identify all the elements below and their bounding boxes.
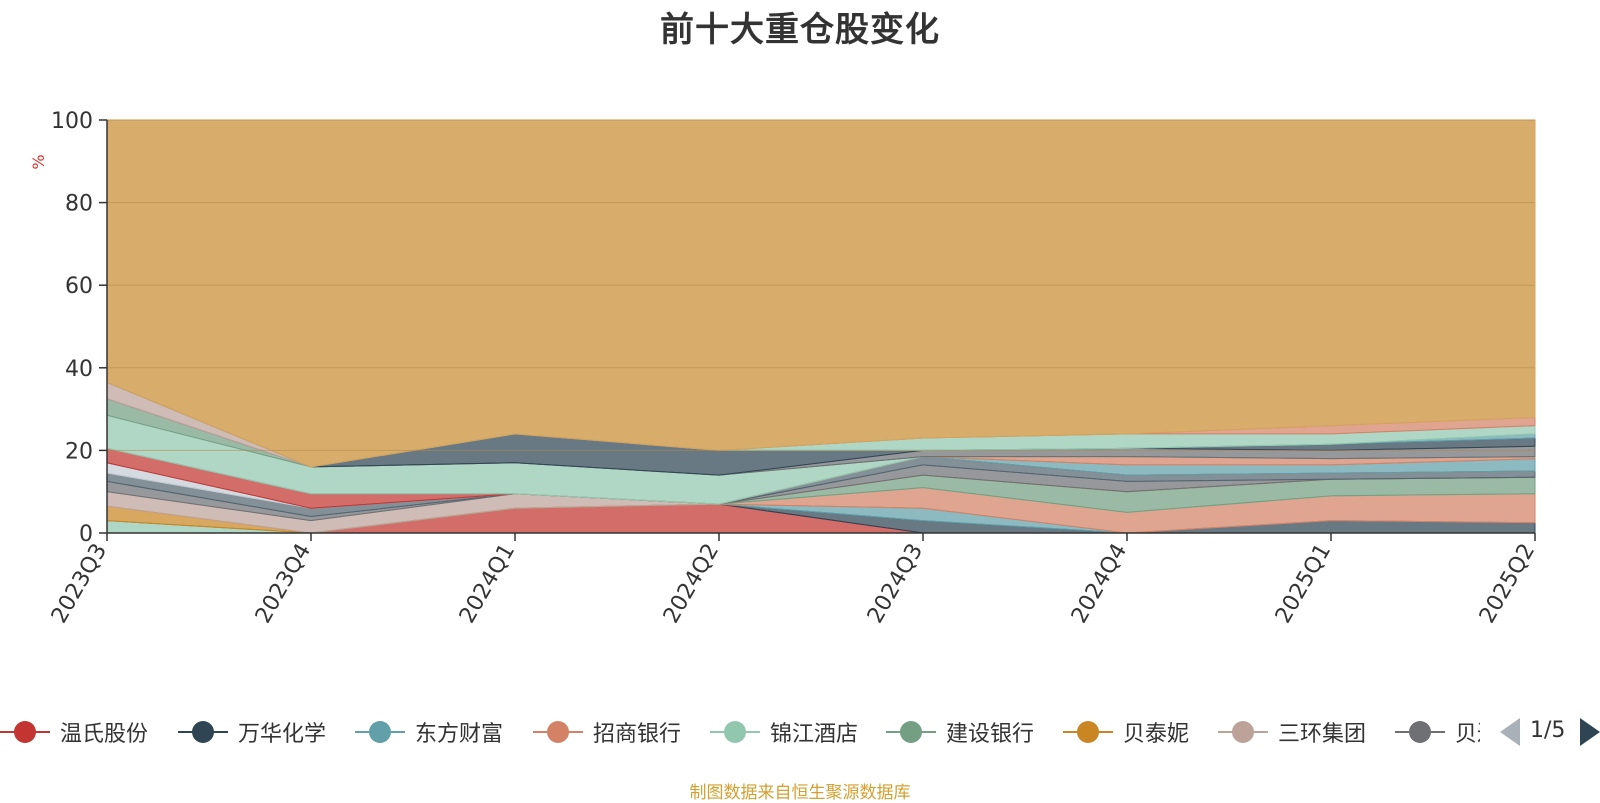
- x-tick-label: 2025Q1: [1271, 540, 1336, 628]
- legend-label: 贝泰妮: [1123, 722, 1190, 747]
- legend-label: 温氏股份: [60, 722, 149, 747]
- x-tick-label: 2025Q2: [1475, 540, 1540, 628]
- legend-label: 贝达药业: [1455, 722, 1480, 747]
- y-axis-label: %: [29, 154, 48, 169]
- x-tick-label: 2024Q4: [1067, 540, 1132, 628]
- legend-marker-icon: [0, 721, 50, 743]
- legend-marker-icon: [1218, 721, 1268, 743]
- legend-marker-icon: [355, 721, 405, 743]
- y-tick-label: 60: [65, 274, 93, 299]
- data-source-footer: 制图数据来自恒生聚源数据库: [689, 783, 911, 803]
- legend-marker-icon: [178, 721, 228, 743]
- x-tick-label: 2023Q4: [251, 540, 316, 628]
- x-tick-label: 2024Q3: [863, 540, 928, 628]
- area-layers: [106, 119, 1536, 534]
- legend-next-page-icon[interactable]: [1580, 718, 1600, 746]
- y-tick-label: 80: [65, 192, 93, 217]
- legend-label: 东方财富: [415, 722, 504, 747]
- legend-marker-icon: [1063, 721, 1113, 743]
- x-tick-label: 2024Q1: [455, 540, 520, 628]
- legend-prev-page-icon[interactable]: [1500, 718, 1520, 746]
- legend-label: 招商银行: [593, 722, 682, 747]
- legend-marker-icon: [886, 721, 936, 743]
- legend-label: 锦江酒店: [770, 722, 859, 747]
- legend-marker-icon: [533, 721, 583, 743]
- legend-label: 建设银行: [946, 722, 1035, 747]
- area-top-series: [106, 119, 1536, 468]
- chart-title: 前十大重仓股变化: [660, 10, 940, 50]
- legend-label: 万华化学: [238, 722, 327, 747]
- legend-label: 三环集团: [1278, 722, 1367, 747]
- y-tick-label: 0: [79, 522, 93, 547]
- y-tick-label: 20: [65, 439, 93, 464]
- y-tick-label: 100: [51, 109, 93, 134]
- legend-pager: 1/5: [1500, 716, 1600, 752]
- legend-marker-icon: [1395, 721, 1445, 743]
- y-tick-label: 40: [65, 357, 93, 382]
- legend-page-indicator: 1/5: [1530, 718, 1566, 743]
- legend-marker-icon: [710, 721, 760, 743]
- stacked-area-chart: 0 20 40 60 80 100% 2023Q3 2023Q4 2024Q1 2024Q2 202…: [29, 109, 1540, 628]
- x-tick-label: 2024Q2: [659, 540, 724, 628]
- x-tick-label: 2023Q3: [47, 540, 112, 628]
- chart-legend: 温氏股份 万华化学 东方财富 招商银行 锦江酒店 建设银行 贝泰妮 三环集团 贝达药业: [0, 712, 1480, 752]
